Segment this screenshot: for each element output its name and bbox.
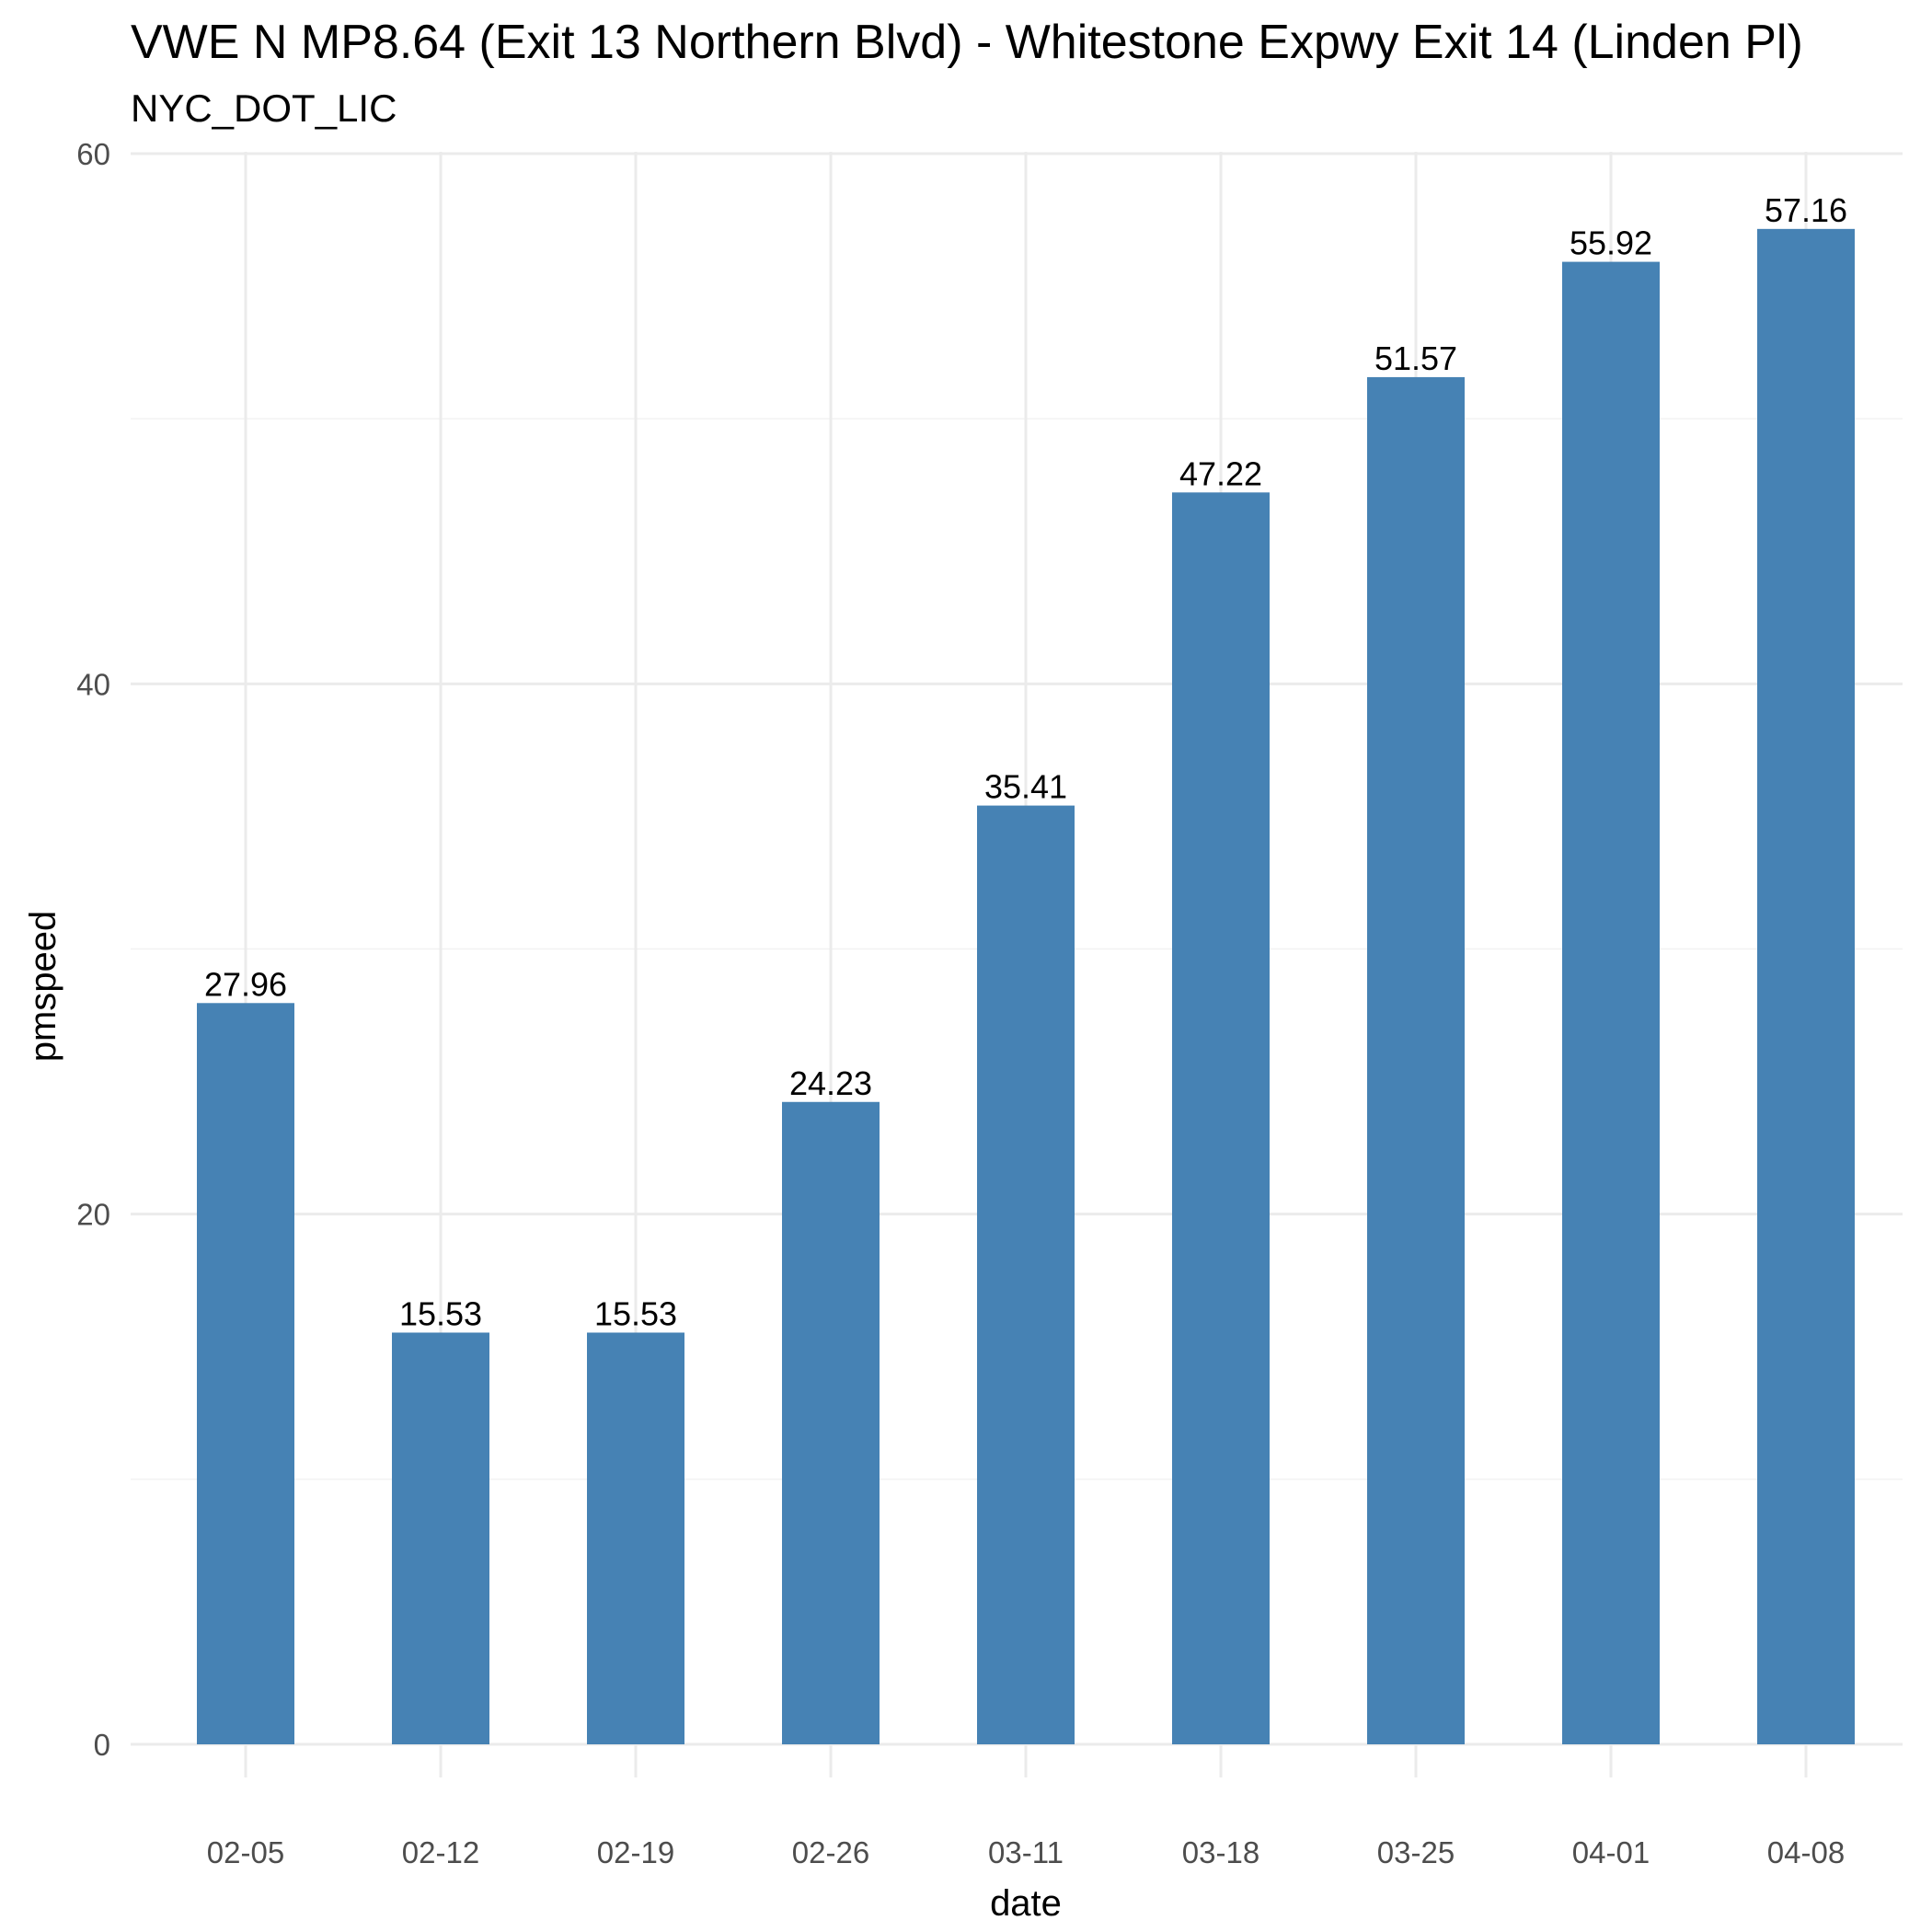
bar	[197, 1003, 294, 1744]
bar	[977, 805, 1075, 1744]
x-tick-label: 02-19	[597, 1835, 674, 1869]
bar-value-label: 57.16	[1765, 191, 1847, 229]
bar	[1562, 261, 1660, 1744]
x-axis-title: date	[990, 1883, 1062, 1924]
y-axis-title: pmspeed	[23, 911, 63, 1063]
x-tick-label: 03-11	[988, 1835, 1064, 1869]
y-axis-ticks: 0 20 40 60	[76, 137, 110, 1762]
x-tick-label: 03-25	[1377, 1835, 1455, 1869]
bar	[782, 1101, 880, 1744]
y-tick-label: 0	[94, 1728, 110, 1762]
x-axis-ticks: 02-05 02-12 02-19 02-26 03-11 03-18 03-25 04-01…	[207, 1835, 1845, 1869]
bar-value-label: 35.41	[984, 768, 1067, 806]
x-tick-label: 02-12	[402, 1835, 479, 1869]
x-tick-label: 02-26	[792, 1835, 869, 1869]
bar	[587, 1332, 684, 1744]
bar-value-label: 55.92	[1570, 224, 1652, 262]
bar-value-label: 24.23	[789, 1064, 872, 1102]
y-tick-label: 20	[76, 1198, 110, 1232]
chart-subtitle: NYC_DOT_LIC	[131, 86, 397, 130]
x-tick-label: 04-01	[1572, 1835, 1650, 1869]
x-tick-label: 04-08	[1767, 1835, 1845, 1869]
bar	[1367, 376, 1465, 1744]
y-tick-label: 40	[76, 667, 110, 701]
chart-title: VWE N MP8.64 (Exit 13 Northern Blvd) - W…	[131, 16, 1803, 69]
bar-value-label: 51.57	[1374, 339, 1457, 377]
y-tick-label: 60	[76, 137, 110, 171]
x-tick-label: 02-05	[207, 1835, 284, 1869]
bars	[197, 228, 1855, 1744]
bar-value-label: 47.22	[1179, 454, 1262, 492]
bar	[1172, 492, 1270, 1744]
bar-value-label: 27.96	[204, 965, 287, 1003]
data-labels: 27.96 15.53 15.53 24.23 35.41 47.22 51.57 55.92…	[204, 191, 1847, 1333]
bar	[392, 1332, 489, 1744]
bar-value-label: 15.53	[594, 1294, 677, 1332]
x-tick-label: 03-18	[1182, 1835, 1259, 1869]
bar	[1757, 228, 1855, 1744]
bar-value-label: 15.53	[399, 1294, 482, 1332]
